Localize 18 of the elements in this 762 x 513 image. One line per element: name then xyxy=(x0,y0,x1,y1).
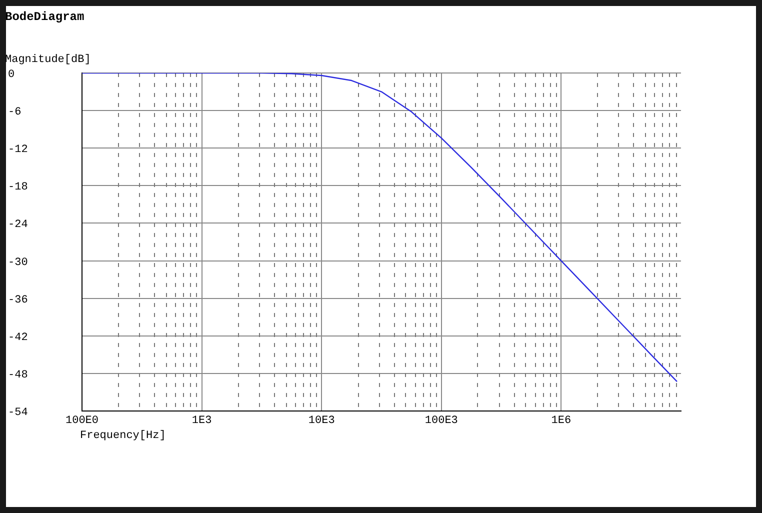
x-tick-label: 100E0 xyxy=(65,415,99,427)
y-tick-label: -24 xyxy=(8,219,28,232)
y-tick-label: 0 xyxy=(8,69,15,81)
x-axis-title: Frequency[Hz] xyxy=(80,430,166,442)
y-tick-label: -30 xyxy=(8,256,28,269)
y-axis-title: Magnitude[dB] xyxy=(5,54,91,66)
y-tick-label: -42 xyxy=(8,332,28,344)
x-tick-label: 1E6 xyxy=(551,415,572,427)
y-tick-label: -54 xyxy=(8,407,28,419)
y-tick-label: -18 xyxy=(8,182,28,194)
chart-title: BodeDiagram xyxy=(5,10,84,24)
y-tick-label: -6 xyxy=(8,106,22,119)
x-tick-label: 10E3 xyxy=(308,415,335,427)
y-tick-label: -48 xyxy=(8,369,28,382)
y-tick-label: -12 xyxy=(8,144,28,156)
y-tick-label: -36 xyxy=(8,294,28,306)
x-tick-label: 100E3 xyxy=(424,415,458,427)
x-tick-label: 1E3 xyxy=(192,415,212,427)
